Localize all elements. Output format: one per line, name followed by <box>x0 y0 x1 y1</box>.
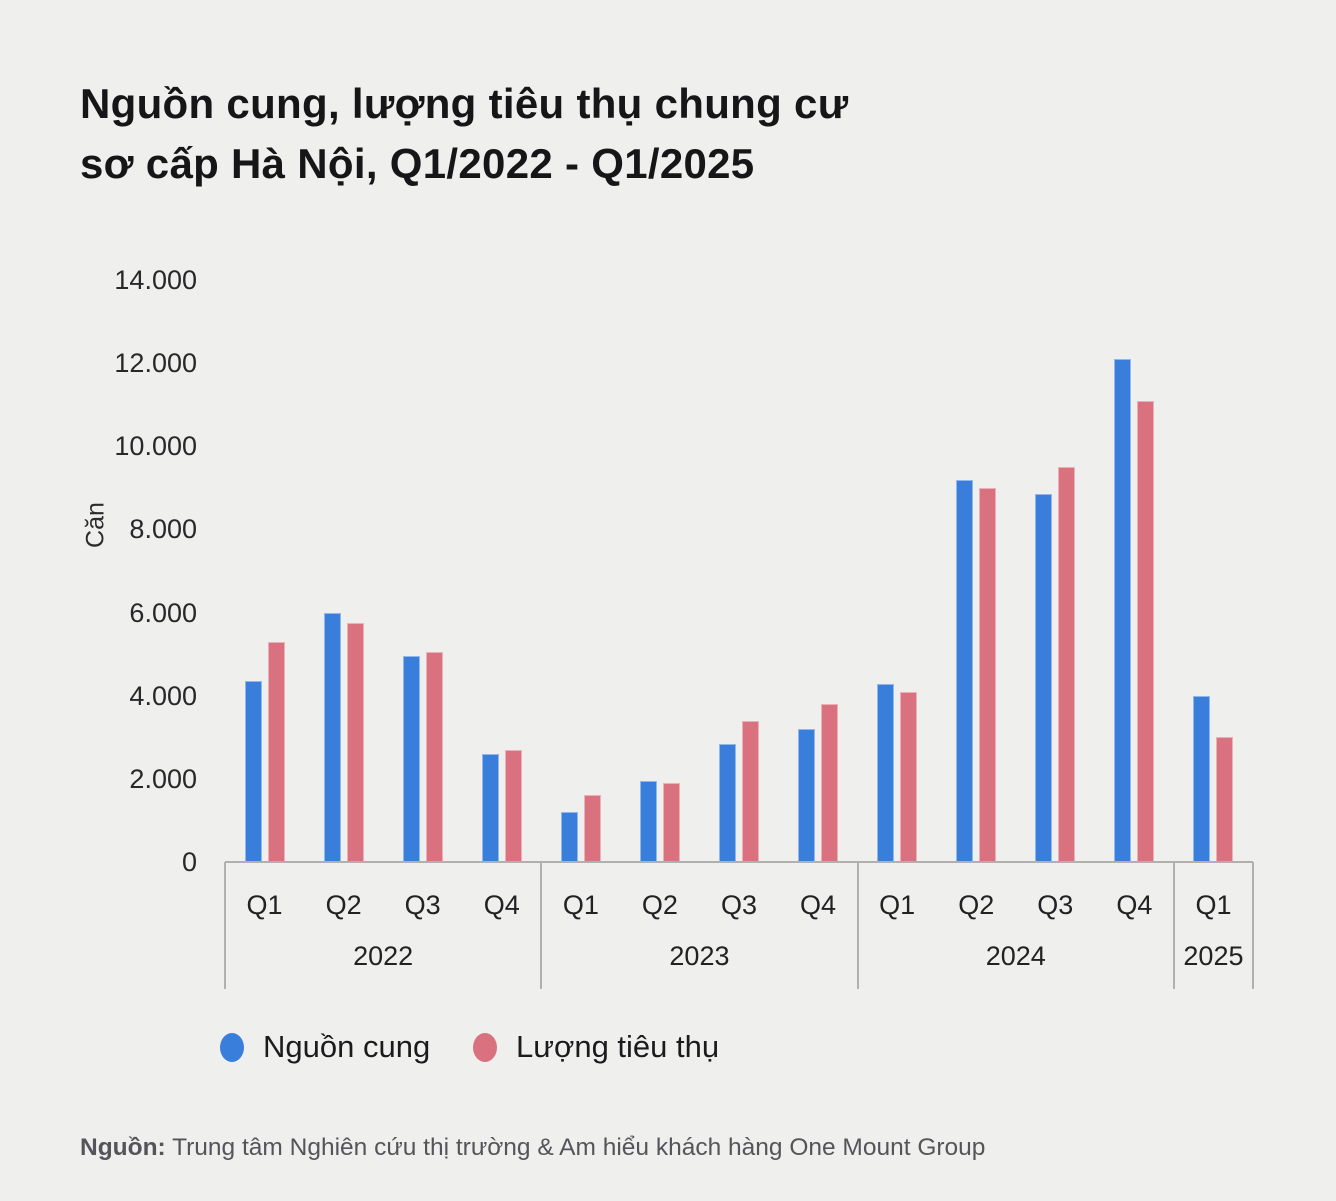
sales-bar-q2-2022 <box>346 622 364 862</box>
x-tick-quarter-label: Q1 <box>1195 890 1232 920</box>
sales-bar-q3-2022 <box>425 652 443 862</box>
x-axis-year-label: 2023 <box>669 941 730 971</box>
x-tick-quarter-label: Q3 <box>720 890 758 920</box>
x-tick-quarter-label: Q1 <box>562 890 599 920</box>
y-tick-label: 6.000 <box>129 597 197 628</box>
source-prefix: Nguồn: <box>80 1134 166 1161</box>
legend-item: Lượng tiêu thụ <box>473 1029 720 1064</box>
year-group-separator <box>540 862 543 989</box>
y-tick-label: 4.000 <box>129 680 197 711</box>
supply-bar-q1-2024 <box>877 684 895 862</box>
x-tick-quarter-label: Q2 <box>641 890 678 920</box>
y-tick-label: 2.000 <box>129 763 197 794</box>
sales-bar-q4-2022 <box>504 749 522 862</box>
x-tick-quarter-label: Q4 <box>1116 890 1153 920</box>
year-group-separator <box>856 862 859 989</box>
sales-bar-q3-2024 <box>1058 467 1076 862</box>
source-body: Trung tâm Nghiên cứu thị trường & Am hiể… <box>172 1134 986 1161</box>
chart-title-line1: Nguồn cung, lượng tiêu thụ chung cư <box>80 80 849 127</box>
supply-bar-q2-2024 <box>956 479 974 862</box>
supply-bar-q1-2025 <box>1193 695 1211 862</box>
x-tick-quarter-label: Q2 <box>958 890 995 920</box>
chart-title: Nguồn cung, lượng tiêu thụ chung cư sơ c… <box>80 74 848 194</box>
supply-bar-q2-2023 <box>639 780 657 862</box>
chart-title-line2: sơ cấp Hà Nội, Q1/2022 - Q1/2025 <box>80 140 755 187</box>
legend-item: Nguồn cung <box>220 1029 431 1064</box>
x-tick-quarter-label: Q3 <box>1037 890 1074 920</box>
sales-bar-q1-2023 <box>583 795 601 862</box>
year-group-separator <box>224 862 226 989</box>
sales-bar-q3-2023 <box>742 720 759 862</box>
sales-bar-q1-2025 <box>1216 737 1234 862</box>
year-group-separator <box>1252 862 1254 989</box>
x-axis-line <box>225 861 1253 863</box>
legend-dot-icon <box>220 1032 244 1062</box>
sales-bar-q2-2023 <box>662 783 680 862</box>
supply-bar-q4-2024 <box>1114 358 1132 862</box>
year-group-separator <box>1172 862 1175 989</box>
x-axis-year-label: 2024 <box>985 941 1046 971</box>
x-axis-year-label: 2022 <box>353 941 414 971</box>
y-tick-label: 10.000 <box>114 431 197 462</box>
supply-bar-q3-2024 <box>1035 494 1053 862</box>
supply-bar-q1-2023 <box>560 812 578 862</box>
legend-dot-icon <box>473 1032 497 1062</box>
x-tick-quarter-label: Q4 <box>800 890 837 920</box>
y-tick-label: 14.000 <box>114 265 197 295</box>
legend-label: Lượng tiêu thụ <box>516 1029 720 1064</box>
sales-bar-q4-2024 <box>1137 400 1155 862</box>
supply-bar-q3-2023 <box>719 743 736 862</box>
sales-bar-q1-2022 <box>267 641 285 862</box>
x-tick-quarter-label: Q2 <box>325 890 362 920</box>
supply-bar-q3-2022 <box>402 656 420 862</box>
sales-bar-q2-2024 <box>979 487 997 862</box>
x-tick-quarter-label: Q3 <box>404 890 441 920</box>
source-note: Nguồn: Trung tâm Nghiên cứu thị trường &… <box>80 1133 985 1163</box>
legend-label: Nguồn cung <box>263 1029 431 1064</box>
sales-bar-q4-2023 <box>821 704 839 862</box>
x-tick-quarter-label: Q4 <box>483 890 520 920</box>
y-tick-label: 12.000 <box>114 348 197 379</box>
y-tick-label: 8.000 <box>129 514 197 545</box>
x-tick-quarter-label: Q1 <box>879 890 916 920</box>
supply-bar-q1-2022 <box>244 681 262 862</box>
supply-bar-q2-2022 <box>323 612 341 862</box>
y-tick-label: 0 <box>181 847 197 877</box>
supply-bar-q4-2022 <box>481 753 499 862</box>
supply-bar-q4-2023 <box>798 728 816 862</box>
x-axis-year-label: 2025 <box>1183 941 1244 971</box>
x-tick-quarter-label: Q1 <box>246 890 283 920</box>
sales-bar-q1-2024 <box>900 691 918 862</box>
